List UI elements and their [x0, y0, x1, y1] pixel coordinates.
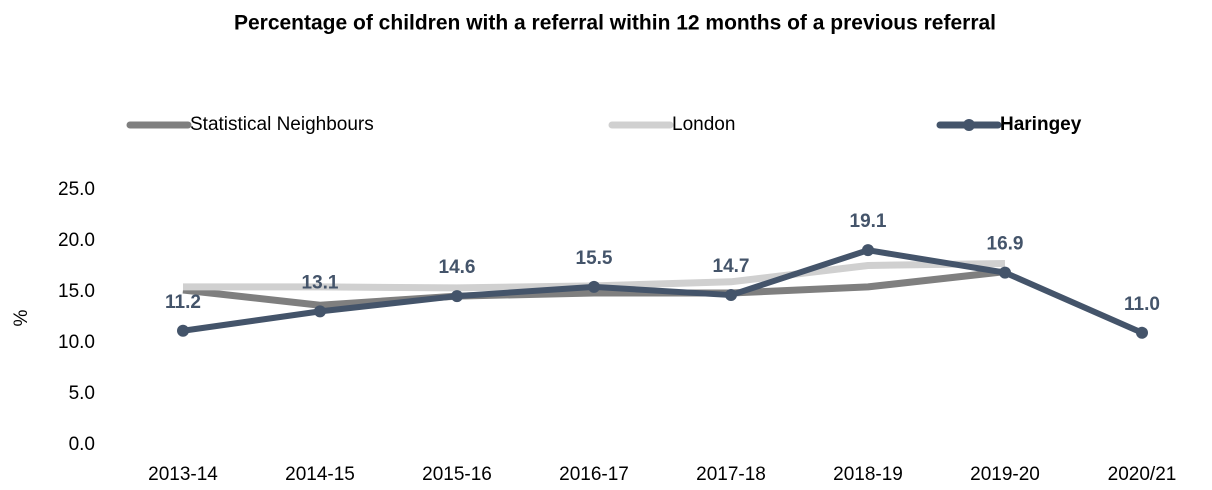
- x-tick-label: 2019-20: [970, 464, 1040, 485]
- legend-label: Haringey: [1000, 114, 1082, 135]
- point-marker: [862, 244, 874, 257]
- y-tick-label: 0.0: [69, 434, 95, 455]
- data-label: 15.5: [576, 248, 613, 269]
- data-label: 16.9: [987, 234, 1024, 255]
- point-marker: [1136, 326, 1148, 339]
- x-tick-label: 2020/21: [1108, 464, 1177, 485]
- x-tick-label: 2014-15: [285, 464, 355, 485]
- legend-marker: [963, 119, 975, 131]
- y-tick-label: 15.0: [58, 281, 95, 302]
- y-axis-label: %: [11, 309, 32, 326]
- data-label: 14.6: [439, 257, 476, 278]
- legend-label: Statistical Neighbours: [190, 114, 374, 135]
- point-marker: [588, 280, 600, 293]
- data-label: 11.2: [165, 292, 201, 313]
- x-tick-label: 2016-17: [559, 464, 629, 485]
- data-label: 13.1: [302, 272, 339, 293]
- data-label: 14.7: [713, 256, 750, 277]
- series-line: [182, 268, 1006, 309]
- point-marker: [999, 266, 1011, 279]
- point-marker: [177, 324, 189, 337]
- legend-label: London: [672, 114, 735, 135]
- point-marker: [314, 305, 326, 318]
- y-tick-label: 25.0: [58, 179, 95, 200]
- x-tick-label: 2017-18: [696, 464, 766, 485]
- data-label: 19.1: [850, 211, 887, 232]
- x-tick-label: 2013-14: [148, 464, 218, 485]
- series-line: [182, 247, 1144, 336]
- point-marker: [451, 290, 463, 303]
- x-tick-label: 2018-19: [833, 464, 903, 485]
- x-tick-label: 2015-16: [422, 464, 492, 485]
- y-tick-label: 10.0: [58, 332, 95, 353]
- point-marker: [725, 289, 737, 302]
- y-tick-label: 20.0: [58, 230, 95, 251]
- y-tick-label: 5.0: [69, 383, 95, 404]
- chart-title: Percentage of children with a referral w…: [234, 12, 996, 35]
- data-label: 11.0: [1124, 294, 1160, 315]
